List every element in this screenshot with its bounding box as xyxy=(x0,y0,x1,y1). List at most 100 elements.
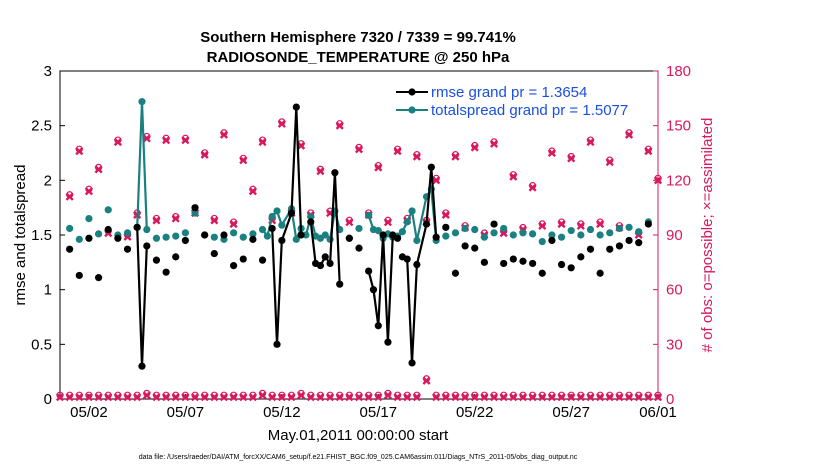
cross-stroke xyxy=(422,376,431,385)
cross-stroke xyxy=(152,216,161,225)
cross-stroke xyxy=(229,220,238,229)
totalspread-point xyxy=(586,225,595,234)
totalspread-point xyxy=(490,229,498,237)
right-y-tick-label: 60 xyxy=(666,282,683,299)
obs-count-point-assimilated xyxy=(65,192,74,201)
obs-count-point-assimilated xyxy=(470,143,479,152)
obs-count-low-point-assimilated xyxy=(84,393,93,402)
obs-count-low-point-assimilated xyxy=(625,393,634,402)
cross-stroke xyxy=(528,393,537,402)
totalspread-point xyxy=(307,212,315,221)
cross-stroke xyxy=(509,172,518,181)
totalspread-point xyxy=(538,237,546,246)
cross-stroke xyxy=(181,393,190,402)
obs-count-low-point-assimilated xyxy=(326,393,335,402)
totalspread-point xyxy=(374,227,382,235)
cross-stroke xyxy=(393,393,402,402)
x-tick-label: 05/07 xyxy=(167,404,205,421)
obs-count-low-point-assimilated xyxy=(75,393,84,402)
totalspread-point xyxy=(398,228,407,236)
obs-count-point-assimilated xyxy=(432,176,441,185)
rmse-point xyxy=(191,204,199,212)
obs-count-low-point-assimilated xyxy=(171,393,180,402)
obs-count-point-assimilated xyxy=(596,220,605,229)
rmse-point xyxy=(297,231,305,239)
obs-count-low-point-assimilated xyxy=(393,393,402,402)
obs-count-point-assimilated xyxy=(489,139,499,148)
totalspread-point xyxy=(162,233,170,241)
rmse-point xyxy=(529,259,537,268)
cross-stroke xyxy=(557,220,566,229)
cross-stroke xyxy=(152,393,161,402)
obs-count-point-assimilated xyxy=(354,145,364,154)
legend-rmse-marker xyxy=(408,88,416,96)
totalspread-point xyxy=(172,232,180,240)
rmse-point xyxy=(239,255,247,263)
obs-count-low-point-assimilated xyxy=(219,393,229,402)
left-y-tick-label: 2 xyxy=(44,172,52,189)
obs-count-low-point-assimilated xyxy=(316,393,325,402)
right-y-axis: 0 30 60 90 120 150 180 xyxy=(653,63,691,408)
rmse-point xyxy=(427,163,435,171)
cross-stroke xyxy=(538,393,547,402)
cross-stroke xyxy=(499,393,508,402)
legend-spread-label: totalspread grand pr = 1.5077 xyxy=(431,102,628,119)
obs-count-point-assimilated xyxy=(335,121,344,130)
obs-count-point-assimilated xyxy=(219,130,229,139)
obs-count-point-assimilated xyxy=(441,210,450,220)
totalspread-point xyxy=(181,229,189,237)
totalspread-point xyxy=(606,229,614,237)
totalspread-point xyxy=(230,229,238,237)
left-y-tick-label: 1.5 xyxy=(31,227,52,244)
cross-stroke xyxy=(55,393,65,402)
totalspread-point xyxy=(509,231,517,239)
obs-count-point-assimilated xyxy=(258,138,267,147)
totalspread-point xyxy=(355,224,363,233)
left-y-tick-label: 3 xyxy=(44,63,52,80)
cross-stroke xyxy=(403,393,412,402)
obs-count-low-point-assimilated xyxy=(383,391,392,400)
cross-stroke xyxy=(653,393,663,402)
cross-stroke xyxy=(219,130,229,139)
totalspread-point xyxy=(451,229,460,237)
right-y-tick-label: 120 xyxy=(666,172,691,189)
totalspread-point xyxy=(321,231,329,239)
cross-stroke xyxy=(547,148,556,158)
rmse-point xyxy=(625,236,633,245)
cross-stroke xyxy=(547,393,556,402)
rmse-point xyxy=(210,249,218,258)
cross-stroke xyxy=(586,393,595,402)
obs-count-low-point-assimilated xyxy=(470,393,479,402)
cross-stroke xyxy=(480,393,489,402)
rmse-point xyxy=(635,239,643,247)
obs-count-low-point-assimilated xyxy=(374,393,383,402)
rmse-point xyxy=(461,242,469,250)
obs-count-low-point-assimilated xyxy=(229,393,238,402)
totalspread-point xyxy=(567,227,575,235)
obs-count-low-point-assimilated xyxy=(345,393,354,402)
obs-count-low-point-assimilated xyxy=(258,391,267,400)
cross-stroke xyxy=(297,141,306,150)
cross-stroke xyxy=(605,393,614,402)
totalspread-point xyxy=(210,233,218,241)
rmse-point xyxy=(345,234,353,242)
rmse-point xyxy=(143,242,151,250)
obs-count-point-assimilated xyxy=(248,187,257,196)
rmse-point xyxy=(307,218,315,226)
left-y-axis-label: rmse and totalspread xyxy=(12,165,29,306)
rmse-point xyxy=(249,235,257,243)
rmse-point xyxy=(519,257,527,265)
rmse-point xyxy=(201,231,209,239)
obs-count-point-assimilated xyxy=(451,152,460,161)
cross-stroke xyxy=(94,393,103,402)
obs-count-low-point-assimilated xyxy=(181,393,190,402)
cross-stroke xyxy=(644,147,653,156)
cross-stroke xyxy=(239,156,248,165)
rmse-point xyxy=(606,245,614,253)
obs-count-low-point-assimilated xyxy=(576,393,585,402)
cross-stroke xyxy=(586,138,595,147)
right-y-tick-label: 180 xyxy=(666,63,691,80)
rmse-point xyxy=(94,274,103,282)
totalspread-point xyxy=(442,232,450,240)
totalspread-point xyxy=(123,229,132,237)
